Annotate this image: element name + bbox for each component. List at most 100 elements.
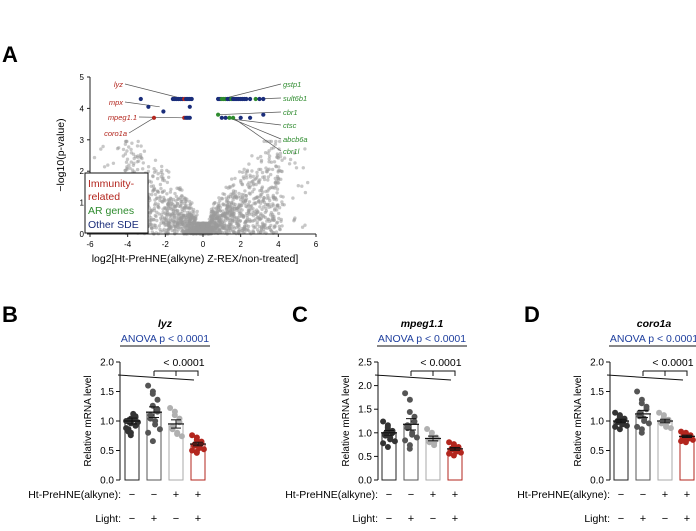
data-point: [616, 413, 623, 420]
volcano-point: [262, 200, 267, 205]
volcano-point: [237, 211, 242, 215]
volcano-point: [135, 144, 140, 148]
volcano-point-other: [248, 96, 253, 102]
volcano-point: [243, 189, 247, 193]
panel-label-c: C: [292, 302, 308, 327]
volcano-point: [230, 208, 234, 212]
x-tick-label: -6: [86, 240, 94, 249]
volcano-point: [161, 190, 165, 194]
data-point: [171, 412, 178, 419]
data-point: [638, 400, 645, 407]
volcano-point: [151, 174, 155, 179]
volcano-point: [187, 216, 192, 220]
comparison-line: [374, 374, 452, 381]
volcano-point: [240, 229, 244, 233]
volcano-point: [266, 178, 270, 182]
data-point: [658, 420, 665, 427]
volcano-point: [271, 203, 275, 208]
volcano-point: [158, 195, 162, 199]
volcano-point: [300, 184, 304, 188]
volcano-point: [221, 192, 225, 196]
volcano-point: [262, 139, 266, 144]
volcano-point: [111, 161, 116, 165]
posthoc-label: < 0.0001: [652, 357, 693, 369]
panel-label-d: D: [524, 302, 540, 327]
volcano-point: [287, 162, 292, 166]
volcano-point: [241, 175, 246, 179]
volcano-point: [256, 200, 261, 204]
volcano-point: [188, 202, 193, 206]
volcano-point: [259, 167, 263, 172]
volcano-point: [184, 199, 188, 203]
data-point: [678, 438, 685, 445]
volcano-point: [188, 224, 193, 228]
volcano-point: [252, 178, 256, 182]
volcano-point: [266, 193, 270, 197]
data-point: [450, 452, 457, 459]
volcano-point: [135, 167, 140, 172]
volcano-point: [153, 198, 157, 202]
volcano-point: [278, 227, 282, 232]
chart-title: lyz: [158, 318, 173, 330]
volcano-point: [244, 199, 248, 203]
alkyne-sign: +: [684, 489, 690, 501]
data-point: [384, 444, 391, 450]
volcano-point: [102, 165, 107, 169]
y-axis-label: Relative mRNA level: [573, 375, 584, 466]
volcano-point: [226, 205, 230, 209]
volcano-point: [210, 226, 215, 230]
leader-line: [124, 83, 185, 100]
volcano-point: [260, 221, 265, 225]
volcano-point-other: [161, 109, 166, 114]
volcano-point: [259, 158, 264, 163]
panel-label-b: B: [2, 302, 18, 327]
volcano-point: [274, 230, 279, 234]
volcano-point: [303, 223, 307, 227]
gene-label-gstp1: gstp1: [283, 80, 301, 89]
volcano-point: [233, 176, 237, 181]
volcano-point: [192, 216, 197, 220]
volcano-point: [172, 224, 176, 229]
volcano-point: [149, 180, 153, 184]
volcano-point: [159, 221, 163, 225]
volcano-point: [250, 154, 254, 158]
light-sign: +: [408, 513, 414, 525]
volcano-point: [167, 198, 171, 202]
volcano-point-other: [261, 112, 266, 117]
volcano-point: [267, 149, 271, 153]
light-sign: +: [684, 513, 690, 525]
volcano-point: [253, 202, 257, 206]
volcano-point: [162, 227, 166, 231]
volcano-point: [106, 163, 110, 167]
volcano-point: [153, 192, 158, 197]
volcano-point: [235, 207, 239, 211]
volcano-point: [181, 214, 186, 218]
y-tick-label: 0: [80, 230, 85, 239]
data-point: [634, 388, 641, 395]
volcano-point: [222, 224, 227, 228]
volcano-point: [223, 211, 227, 216]
x-tick-label: -2: [162, 240, 170, 249]
anova-label: ANOVA p < 0.0001: [121, 333, 209, 345]
volcano-point: [163, 205, 167, 210]
volcano-point: [277, 216, 281, 221]
volcano-point: [260, 207, 264, 211]
volcano-point: [272, 160, 277, 164]
legend-box: [84, 172, 149, 234]
volcano-point: [146, 165, 151, 169]
volcano-point: [150, 192, 154, 197]
volcano-point: [184, 203, 188, 207]
volcano-point: [230, 177, 234, 181]
volcano-point: [270, 185, 274, 189]
volcano-point: [173, 191, 177, 196]
data-point: [380, 418, 387, 425]
volcano-point: [150, 226, 154, 230]
volcano-point: [293, 216, 297, 220]
volcano-point: [172, 228, 176, 233]
gene-label-cbr1l: cbr1l: [283, 147, 300, 156]
light-sign: −: [430, 513, 436, 525]
volcano-point: [157, 224, 161, 228]
volcano-point: [152, 167, 156, 171]
volcano-point: [276, 181, 281, 185]
volcano-point: [200, 222, 205, 226]
